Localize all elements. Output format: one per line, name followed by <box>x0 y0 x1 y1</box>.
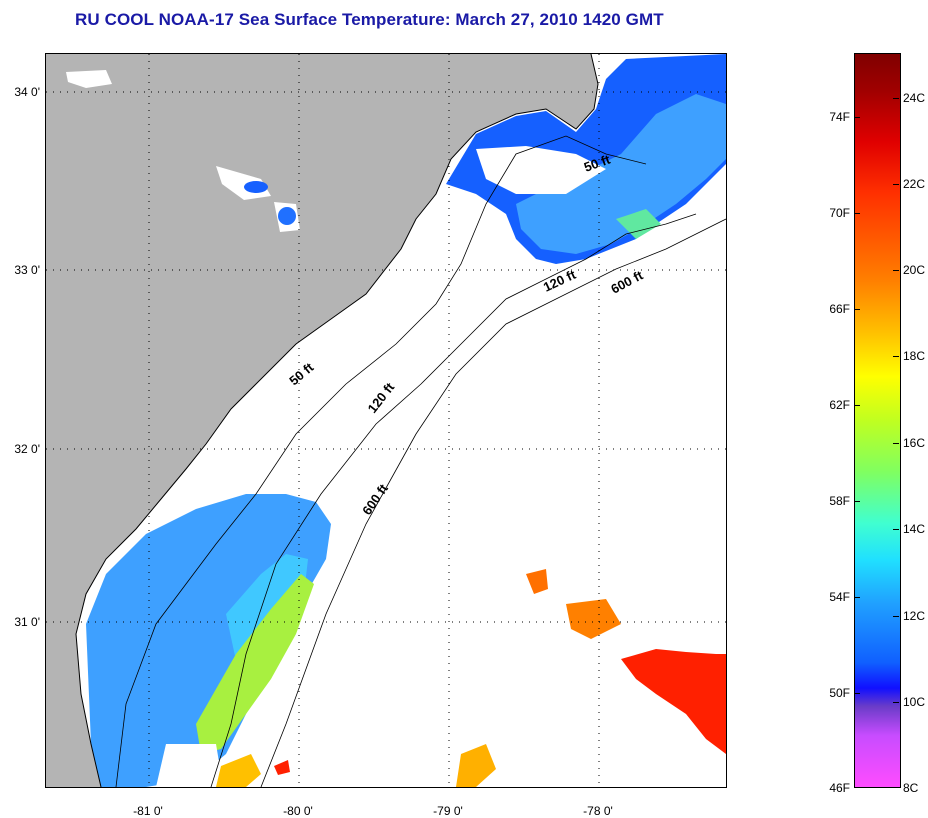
colorbar-tick <box>893 702 899 703</box>
sst-patch-hot <box>621 649 726 754</box>
lon-label: -81 0' <box>133 804 163 818</box>
colorbar-label-f: 54F <box>829 590 850 604</box>
land-area <box>46 54 598 787</box>
sst-map: 50 ft 120 ft 600 ft 50 ft 120 ft 600 ft <box>45 53 727 788</box>
sst-region-south-white <box>156 744 221 787</box>
sst-region-north-white <box>476 146 606 194</box>
sst-patch-warm <box>526 569 548 594</box>
contour-label: 600 ft <box>608 267 646 297</box>
colorbar-label-c: 20C <box>903 263 926 277</box>
colorbar-label-f: 62F <box>829 398 850 412</box>
colorbar-tick <box>854 597 860 598</box>
colorbar-tick <box>893 443 899 444</box>
contour-50ft <box>115 135 647 787</box>
colorbar-label-c: 10C <box>903 695 926 709</box>
sst-region-north-green <box>616 209 661 239</box>
sst-patch-warm <box>216 754 261 787</box>
lat-label: 31 0' <box>14 615 40 629</box>
colorbar-label-c: 22C <box>903 177 926 191</box>
colorbar-tick <box>854 501 860 502</box>
colorbar-tick <box>893 270 899 271</box>
colorbar-tick <box>893 98 899 99</box>
lat-label: 33 0' <box>14 263 40 277</box>
lat-label: 34 0' <box>14 85 40 99</box>
contour-label: 120 ft <box>365 379 398 416</box>
sst-patch-warm <box>456 744 496 787</box>
colorbar-tick <box>893 616 899 617</box>
contour-600ft <box>260 218 726 787</box>
colorbar-label-f: 50F <box>829 686 850 700</box>
contour-120ft <box>210 213 697 787</box>
colorbar-tick <box>854 213 860 214</box>
coastline <box>75 54 599 787</box>
lon-label: -78 0' <box>583 804 613 818</box>
colorbar-label-f: 70F <box>829 206 850 220</box>
lon-label: -79 0' <box>433 804 463 818</box>
colorbar-label-f: 46F <box>829 781 850 795</box>
map-canvas: 50 ft 120 ft 600 ft 50 ft 120 ft 600 ft <box>46 54 726 787</box>
colorbar-label-f: 66F <box>829 302 850 316</box>
map-title: RU COOL NOAA-17 Sea Surface Temperature:… <box>75 10 664 29</box>
contour-label: 50 ft <box>286 359 317 388</box>
temperature-colorbar <box>854 53 901 788</box>
colorbar-tick <box>854 693 860 694</box>
sst-patch-hot <box>274 760 290 775</box>
colorbar-label-c: 12C <box>903 609 926 623</box>
colorbar-label-c: 8C <box>903 781 919 795</box>
colorbar-tick <box>893 356 899 357</box>
inland-lake <box>66 70 112 88</box>
sst-patch-warm <box>566 599 621 639</box>
sst-region-south-mild <box>196 574 314 754</box>
lon-label: -80 0' <box>283 804 313 818</box>
colorbar-label-c: 16C <box>903 436 926 450</box>
colorbar-label-f: 74F <box>829 110 850 124</box>
colorbar-label-c: 24C <box>903 91 926 105</box>
sst-region-north-mid <box>516 94 726 254</box>
colorbar-tick <box>893 529 899 530</box>
colorbar-tick <box>854 405 860 406</box>
colorbar-tick <box>854 117 860 118</box>
lat-label: 32 0' <box>14 442 40 456</box>
sst-patch-cold <box>278 207 296 225</box>
colorbar-label-f: 58F <box>829 494 850 508</box>
colorbar-label-c: 14C <box>903 522 926 536</box>
colorbar-label-c: 18C <box>903 349 926 363</box>
colorbar-tick <box>854 309 860 310</box>
sst-patch-cold <box>244 181 268 193</box>
colorbar-tick <box>893 184 899 185</box>
